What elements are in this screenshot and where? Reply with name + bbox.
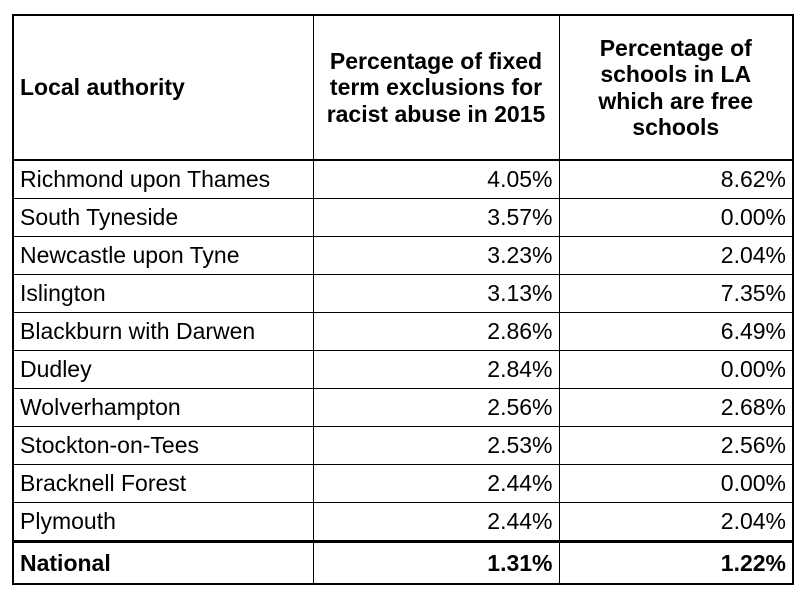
exclusions-table: Local authority Percentage of fixed term… [12, 14, 794, 585]
header-row: Local authority Percentage of fixed term… [12, 14, 794, 161]
free-schools-percentage-cell: 2.56% [558, 426, 794, 465]
national-label: National [12, 540, 314, 585]
table-row: Islington 3.13% 7.35% [12, 274, 794, 313]
table-row: Blackburn with Darwen 2.86% 6.49% [12, 312, 794, 351]
free-schools-percentage-cell: 0.00% [558, 198, 794, 237]
local-authority-cell: Dudley [12, 350, 314, 389]
local-authority-cell: Plymouth [12, 502, 314, 542]
free-schools-percentage-cell: 8.62% [558, 159, 794, 199]
header-local-authority: Local authority [12, 14, 314, 161]
table-row: South Tyneside 3.57% 0.00% [12, 198, 794, 237]
local-authority-cell: Richmond upon Thames [12, 159, 314, 199]
exclusions-percentage-cell: 3.23% [312, 236, 560, 275]
national-exclusions-value: 1.31% [312, 540, 560, 585]
table-row: Newcastle upon Tyne 3.23% 2.04% [12, 236, 794, 275]
free-schools-percentage-cell: 7.35% [558, 274, 794, 313]
free-schools-percentage-cell: 0.00% [558, 464, 794, 503]
table-footer: National 1.31% 1.22% [12, 540, 794, 585]
exclusions-percentage-cell: 2.86% [312, 312, 560, 351]
table-row: Richmond upon Thames 4.05% 8.62% [12, 159, 794, 199]
data-table-container: Local authority Percentage of fixed term… [12, 14, 794, 585]
exclusions-percentage-cell: 2.44% [312, 464, 560, 503]
free-schools-percentage-cell: 2.04% [558, 502, 794, 542]
exclusions-percentage-cell: 3.13% [312, 274, 560, 313]
local-authority-cell: Stockton-on-Tees [12, 426, 314, 465]
free-schools-percentage-cell: 0.00% [558, 350, 794, 389]
table-row: Stockton-on-Tees 2.53% 2.56% [12, 426, 794, 465]
table-row: Plymouth 2.44% 2.04% [12, 502, 794, 542]
exclusions-percentage-cell: 4.05% [312, 159, 560, 199]
table-row: Wolverhampton 2.56% 2.68% [12, 388, 794, 427]
table-body: Richmond upon Thames 4.05% 8.62% South Tyne… [12, 159, 794, 542]
local-authority-cell: Wolverhampton [12, 388, 314, 427]
table-header: Local authority Percentage of fixed term… [12, 14, 794, 161]
local-authority-cell: South Tyneside [12, 198, 314, 237]
free-schools-percentage-cell: 2.04% [558, 236, 794, 275]
exclusions-percentage-cell: 3.57% [312, 198, 560, 237]
exclusions-percentage-cell: 2.44% [312, 502, 560, 542]
national-total-row: National 1.31% 1.22% [12, 540, 794, 585]
table-row: Bracknell Forest 2.44% 0.00% [12, 464, 794, 503]
local-authority-cell: Blackburn with Darwen [12, 312, 314, 351]
local-authority-cell: Newcastle upon Tyne [12, 236, 314, 275]
exclusions-percentage-cell: 2.84% [312, 350, 560, 389]
local-authority-cell: Bracknell Forest [12, 464, 314, 503]
national-free-schools-value: 1.22% [558, 540, 794, 585]
exclusions-percentage-cell: 2.56% [312, 388, 560, 427]
header-exclusions-percentage: Percentage of fixed term exclusions for … [312, 14, 560, 161]
exclusions-percentage-cell: 2.53% [312, 426, 560, 465]
header-free-schools-percentage: Percentage of schools in LA which are fr… [558, 14, 794, 161]
free-schools-percentage-cell: 2.68% [558, 388, 794, 427]
free-schools-percentage-cell: 6.49% [558, 312, 794, 351]
local-authority-cell: Islington [12, 274, 314, 313]
table-row: Dudley 2.84% 0.00% [12, 350, 794, 389]
